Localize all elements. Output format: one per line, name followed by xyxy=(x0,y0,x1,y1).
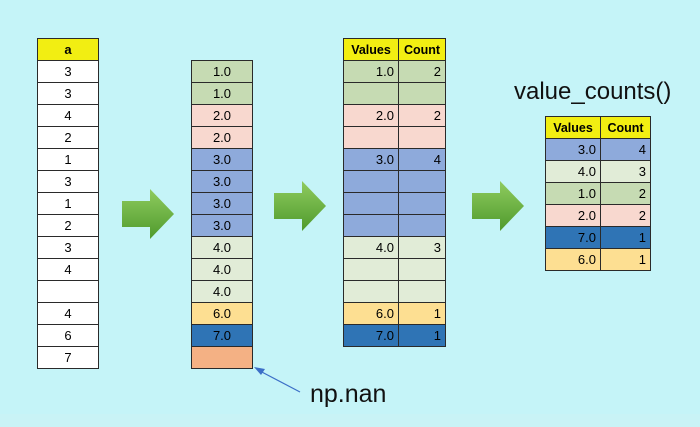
table-row: 4.0 xyxy=(191,236,253,259)
table-row xyxy=(343,126,446,149)
sorted-cell: 7.0 xyxy=(191,324,253,347)
grouped-table: Values Count 1.0 2 2.0 2 3.0 4 4.0 3 6.0 1 7.0 1 xyxy=(343,38,446,347)
table-row: 4.0 3 xyxy=(343,236,446,259)
table-row: 2 xyxy=(37,214,99,237)
grouped-count-cell: 1 xyxy=(398,324,446,347)
sorted-cell: 3.0 xyxy=(191,148,253,171)
table-row: 1.0 xyxy=(191,60,253,83)
table-row: 3.0 4 xyxy=(545,138,651,161)
column-a-cell: 7 xyxy=(37,346,99,369)
column-a-cell: 4 xyxy=(37,302,99,325)
table-row: 6.0 1 xyxy=(545,248,651,271)
grouped-count-cell: 1 xyxy=(398,302,446,325)
table-row: 1.0 2 xyxy=(343,60,446,83)
table-row: 3.0 xyxy=(191,214,253,237)
grouped-count-cell xyxy=(398,192,446,215)
grouped-count-cell xyxy=(398,126,446,149)
result-count-cell: 1 xyxy=(600,226,651,249)
sorted-cell: 4.0 xyxy=(191,236,253,259)
table-row: 1.0 xyxy=(191,82,253,105)
table-row xyxy=(191,346,253,369)
table-row: 2.0 2 xyxy=(545,204,651,227)
result-value-cell: 4.0 xyxy=(545,160,601,183)
table-row: 7 xyxy=(37,346,99,369)
result-count-cell: 1 xyxy=(600,248,651,271)
result-count-cell: 2 xyxy=(600,182,651,205)
right-arrow-icon xyxy=(122,189,174,239)
table-row: 3.0 xyxy=(191,192,253,215)
table-row: 6.0 xyxy=(191,302,253,325)
result-count-cell: 2 xyxy=(600,204,651,227)
grouped-value-cell: 3.0 xyxy=(343,148,399,171)
table-row: 3.0 4 xyxy=(343,148,446,171)
grouped-value-cell: 1.0 xyxy=(343,60,399,83)
result-value-cell: 7.0 xyxy=(545,226,601,249)
column-a-cell: 2 xyxy=(37,126,99,149)
column-a-cell: 4 xyxy=(37,104,99,127)
table-row: 4.0 3 xyxy=(545,160,651,183)
table-row: 4 xyxy=(37,258,99,281)
sorted-column-table: 1.0 1.0 2.0 2.0 3.0 3.0 3.0 3.0 4.0 4.0 4.0 6.0 7.0 xyxy=(191,60,253,369)
result-value-cell: 6.0 xyxy=(545,248,601,271)
value-counts-title: value_counts() xyxy=(514,78,672,105)
sorted-cell: 3.0 xyxy=(191,192,253,215)
table-row: 2.0 2 xyxy=(343,104,446,127)
right-arrow-icon xyxy=(274,181,326,231)
column-a-cell: 4 xyxy=(37,258,99,281)
column-a-cell: 3 xyxy=(37,60,99,83)
result-table: Values Count 3.0 4 4.0 3 1.0 2 2.0 2 7.0 1 6.0 1 xyxy=(545,116,651,271)
table-row: 4 xyxy=(37,104,99,127)
grouped-value-cell: 7.0 xyxy=(343,324,399,347)
grouped-count-cell: 4 xyxy=(398,148,446,171)
grouped-count-cell xyxy=(398,258,446,281)
sorted-cell: 1.0 xyxy=(191,82,253,105)
table-row: 7.0 1 xyxy=(343,324,446,347)
table-row: 4 xyxy=(37,302,99,325)
grouped-count-cell xyxy=(398,170,446,193)
grouped-value-cell xyxy=(343,126,399,149)
result-value-cell: 1.0 xyxy=(545,182,601,205)
table-row: 7.0 1 xyxy=(545,226,651,249)
column-a-cell: 3 xyxy=(37,170,99,193)
table-row: 2.0 xyxy=(191,104,253,127)
result-value-cell: 3.0 xyxy=(545,138,601,161)
table-row xyxy=(343,258,446,281)
column-a-cell: 2 xyxy=(37,214,99,237)
sorted-cell: 2.0 xyxy=(191,104,253,127)
table-row xyxy=(343,192,446,215)
column-a-cell: 3 xyxy=(37,82,99,105)
result-values-header: Values xyxy=(545,116,601,139)
table-row xyxy=(343,280,446,303)
table-row: 3 xyxy=(37,82,99,105)
nan-label: np.nan xyxy=(310,380,387,408)
table-row: 3.0 xyxy=(191,148,253,171)
table-row: 3 xyxy=(37,60,99,83)
grouped-count-cell: 2 xyxy=(398,104,446,127)
right-arrow-icon xyxy=(472,181,524,231)
sorted-cell: 1.0 xyxy=(191,60,253,83)
column-a-cell: 1 xyxy=(37,192,99,215)
grouped-count-cell xyxy=(398,280,446,303)
table-row: 1 xyxy=(37,192,99,215)
grouped-value-cell: 2.0 xyxy=(343,104,399,127)
sorted-cell: 3.0 xyxy=(191,214,253,237)
grouped-value-cell xyxy=(343,258,399,281)
sorted-cell: 6.0 xyxy=(191,302,253,325)
table-row: 2 xyxy=(37,126,99,149)
result-count-cell: 4 xyxy=(600,138,651,161)
grouped-count-cell: 3 xyxy=(398,236,446,259)
table-row: 7.0 xyxy=(191,324,253,347)
sorted-cell xyxy=(191,346,253,369)
grouped-values-header: Values xyxy=(343,38,399,61)
grouped-count-header: Count xyxy=(398,38,446,61)
table-row: 3 xyxy=(37,170,99,193)
table-row: 1.0 2 xyxy=(545,182,651,205)
grouped-value-cell xyxy=(343,192,399,215)
table-row: 6.0 1 xyxy=(343,302,446,325)
grouped-value-cell: 6.0 xyxy=(343,302,399,325)
result-value-cell: 2.0 xyxy=(545,204,601,227)
